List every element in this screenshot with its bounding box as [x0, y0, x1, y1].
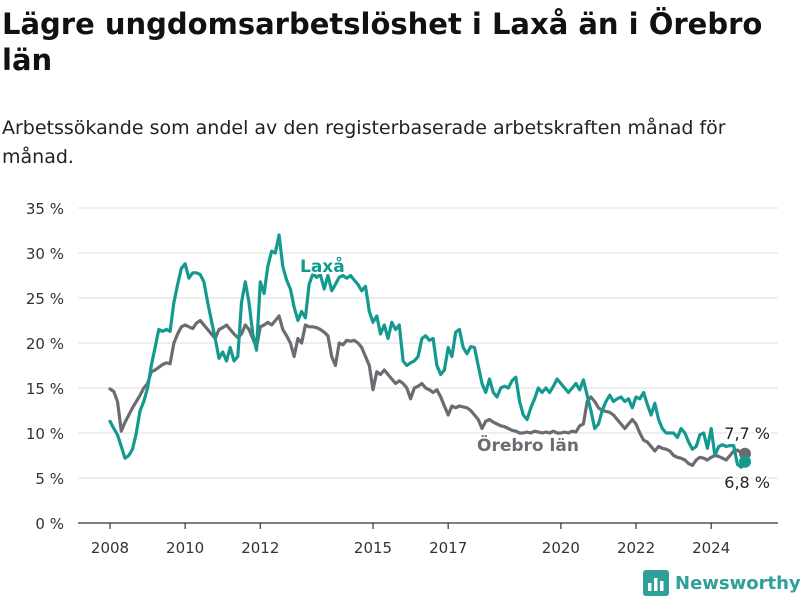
x-tick-label: 2008	[91, 539, 129, 557]
y-axis-labels: 0 % 5 % 10 % 15 % 20 % 25 % 30 % 35 %	[26, 200, 64, 533]
y-tick-label: 25 %	[26, 290, 64, 308]
bar-chart-icon	[643, 570, 669, 596]
series-lines	[108, 233, 751, 469]
end-label-laxa: 6,8 %	[724, 473, 770, 492]
page-subtitle: Arbetssökande som andel av den registerb…	[2, 117, 726, 168]
y-tick-label: 35 %	[26, 200, 64, 218]
y-tick-label: 10 %	[26, 425, 64, 443]
x-tick-label: 2010	[166, 539, 204, 557]
brand-name: Newsworthy	[675, 572, 800, 594]
end-label-orebro: 7,7 %	[724, 424, 770, 443]
y-tick-label: 20 %	[26, 335, 64, 353]
series-labels: Laxå Örebro län 7,7 % 6,8 %	[298, 253, 772, 494]
y-tick-label: 30 %	[26, 245, 64, 263]
y-tick-label: 0 %	[35, 515, 64, 533]
x-tick-label: 2012	[241, 539, 279, 557]
series-end-dot-0	[739, 455, 751, 468]
page-title: Lägre ungdomsarbetslöshet i Laxå än i Ör…	[2, 7, 763, 77]
y-tick-label: 5 %	[35, 470, 64, 488]
x-tick-label: 2017	[429, 539, 467, 557]
x-tick-label: 2024	[692, 539, 730, 557]
x-tick-label: 2020	[542, 539, 580, 557]
series-name-laxa: Laxå	[300, 255, 345, 277]
series-line-0	[108, 233, 747, 469]
series-name-orebro: Örebro län	[477, 434, 579, 456]
brand-logo: Newsworthy	[643, 568, 800, 598]
x-tick-label: 2022	[617, 539, 655, 557]
y-tick-label: 15 %	[26, 380, 64, 398]
grid-lines	[78, 207, 778, 479]
x-axis-ticks: 2008 2010 2012 2015 2017 2020 2022 2024	[91, 523, 730, 557]
x-tick-label: 2015	[354, 539, 392, 557]
